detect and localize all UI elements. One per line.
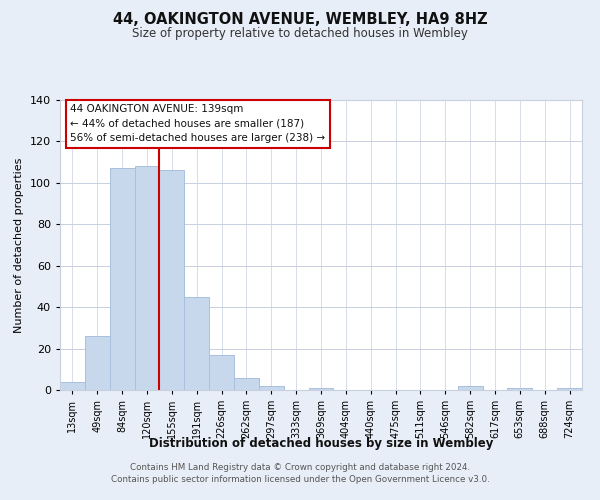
Bar — [234, 378, 259, 390]
Bar — [308, 388, 334, 390]
Bar — [259, 386, 284, 390]
Bar — [110, 168, 134, 390]
Bar — [134, 166, 160, 390]
Bar — [184, 297, 209, 390]
Bar — [60, 382, 85, 390]
Bar — [160, 170, 184, 390]
Text: Distribution of detached houses by size in Wembley: Distribution of detached houses by size … — [149, 438, 493, 450]
Bar — [458, 386, 482, 390]
Bar — [85, 336, 110, 390]
Bar — [557, 388, 582, 390]
Text: Size of property relative to detached houses in Wembley: Size of property relative to detached ho… — [132, 28, 468, 40]
Y-axis label: Number of detached properties: Number of detached properties — [14, 158, 24, 332]
Bar — [508, 388, 532, 390]
Text: 44, OAKINGTON AVENUE, WEMBLEY, HA9 8HZ: 44, OAKINGTON AVENUE, WEMBLEY, HA9 8HZ — [113, 12, 487, 28]
Text: Contains public sector information licensed under the Open Government Licence v3: Contains public sector information licen… — [110, 475, 490, 484]
Text: Contains HM Land Registry data © Crown copyright and database right 2024.: Contains HM Land Registry data © Crown c… — [130, 464, 470, 472]
Text: 44 OAKINGTON AVENUE: 139sqm
← 44% of detached houses are smaller (187)
56% of se: 44 OAKINGTON AVENUE: 139sqm ← 44% of det… — [70, 104, 326, 143]
Bar — [209, 355, 234, 390]
